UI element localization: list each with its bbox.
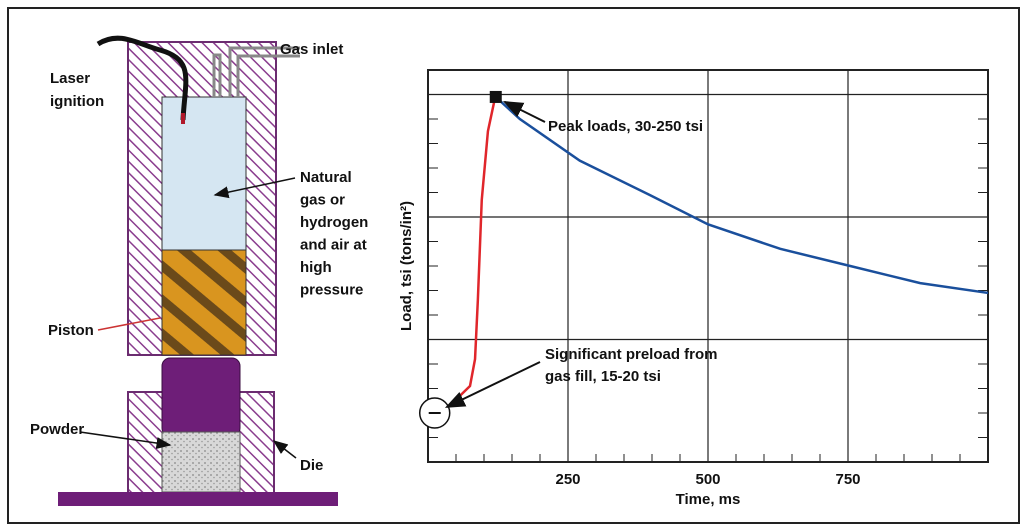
chamber-line: gas or — [300, 191, 345, 208]
chamber-line: Natural — [300, 169, 352, 186]
chamber-line: high — [300, 259, 332, 276]
peak-marker — [489, 90, 502, 103]
load-curve — [448, 96, 497, 407]
x-tick-label: 250 — [555, 471, 580, 488]
annotation: Significant preload from — [545, 346, 718, 363]
chamber-line: hydrogen — [300, 214, 368, 231]
plot: 250 500 750 Peak loads, 30-250 tsi Significa… — [418, 69, 989, 488]
press-diagram — [58, 35, 338, 506]
gas-inlet-label: Gas inlet — [280, 41, 343, 58]
chamber-line: and air at — [300, 236, 367, 253]
x-tick-label: 500 — [695, 471, 720, 488]
annotation: gas fill, 15-20 tsi — [545, 368, 661, 385]
annotation: Peak loads, 30-250 tsi — [548, 118, 703, 135]
x-axis-label: Time, ms — [676, 491, 741, 508]
laser-label: ignition — [50, 93, 104, 110]
annotation-arrow — [444, 361, 541, 408]
chamber-label: Natural gas or hydrogen and air at high press… — [300, 169, 368, 299]
annotation-arrow — [502, 101, 546, 123]
powder-label: Powder — [30, 421, 84, 438]
frame — [7, 7, 1020, 524]
y-axis-label: Load, tsi (tons/in²) — [398, 201, 415, 331]
die-label: Die — [300, 457, 323, 474]
x-tick-label: 750 — [835, 471, 860, 488]
laser-label: Laser — [50, 70, 90, 87]
piston-label: Piston — [48, 322, 94, 339]
chamber-line: pressure — [300, 281, 363, 298]
load-curve — [494, 96, 989, 295]
